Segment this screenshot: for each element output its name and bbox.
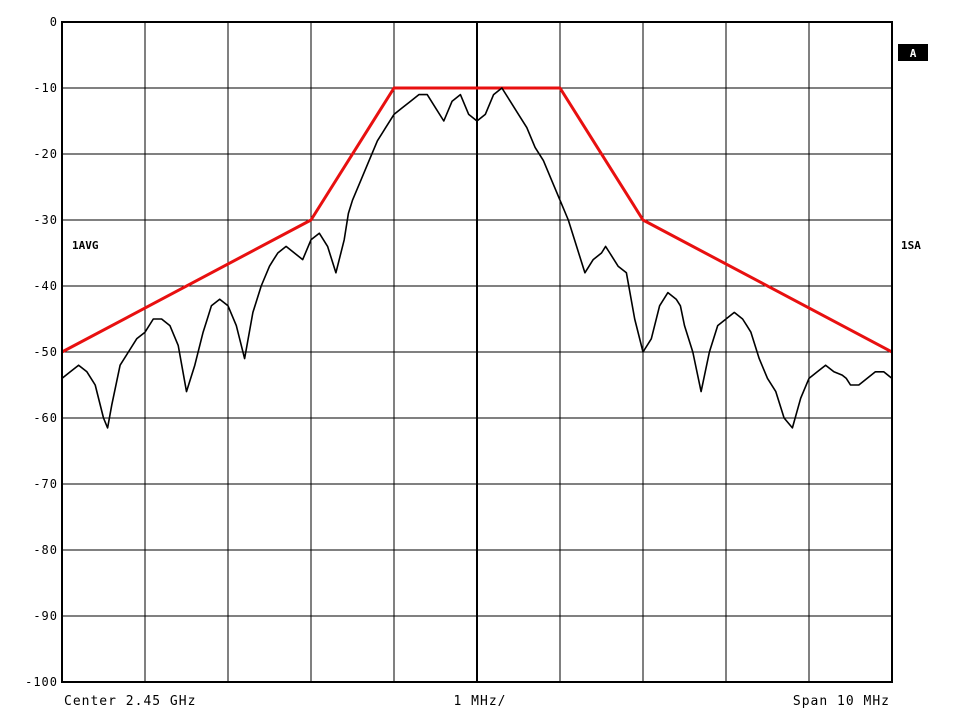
y-tick-label: -50 <box>33 345 58 359</box>
y-tick-label: -40 <box>33 279 58 293</box>
spectral-mask-line <box>61 86 893 354</box>
sweep-mode-label: 1SA <box>901 239 921 252</box>
y-tick-label: -20 <box>33 147 58 161</box>
y-tick-labels: 0 -10 -20 -30 -40 -50 -60 -70 -80 -90 -100 <box>25 15 58 689</box>
div-scale-label: 1 MHz/ <box>454 694 507 709</box>
y-tick-label: -60 <box>33 411 58 425</box>
plot-frame <box>61 21 893 683</box>
y-tick-label: 0 <box>50 15 58 29</box>
spectrum-trace-line <box>61 87 893 429</box>
y-tick-label: -10 <box>33 81 58 95</box>
grid <box>62 22 892 682</box>
y-tick-label: -80 <box>33 543 58 557</box>
trace-badge-label: A <box>910 47 917 60</box>
span-label: Span 10 MHz <box>793 694 890 709</box>
series-layer <box>61 86 893 429</box>
y-tick-label: -90 <box>33 609 58 623</box>
trace-badge <box>898 44 928 61</box>
y-tick-label: -100 <box>25 675 58 689</box>
y-tick-label: -70 <box>33 477 58 491</box>
center-frequency-label: Center 2.45 GHz <box>64 694 196 709</box>
trace-mode-label: 1AVG <box>72 239 99 252</box>
y-tick-label: -30 <box>33 213 58 227</box>
